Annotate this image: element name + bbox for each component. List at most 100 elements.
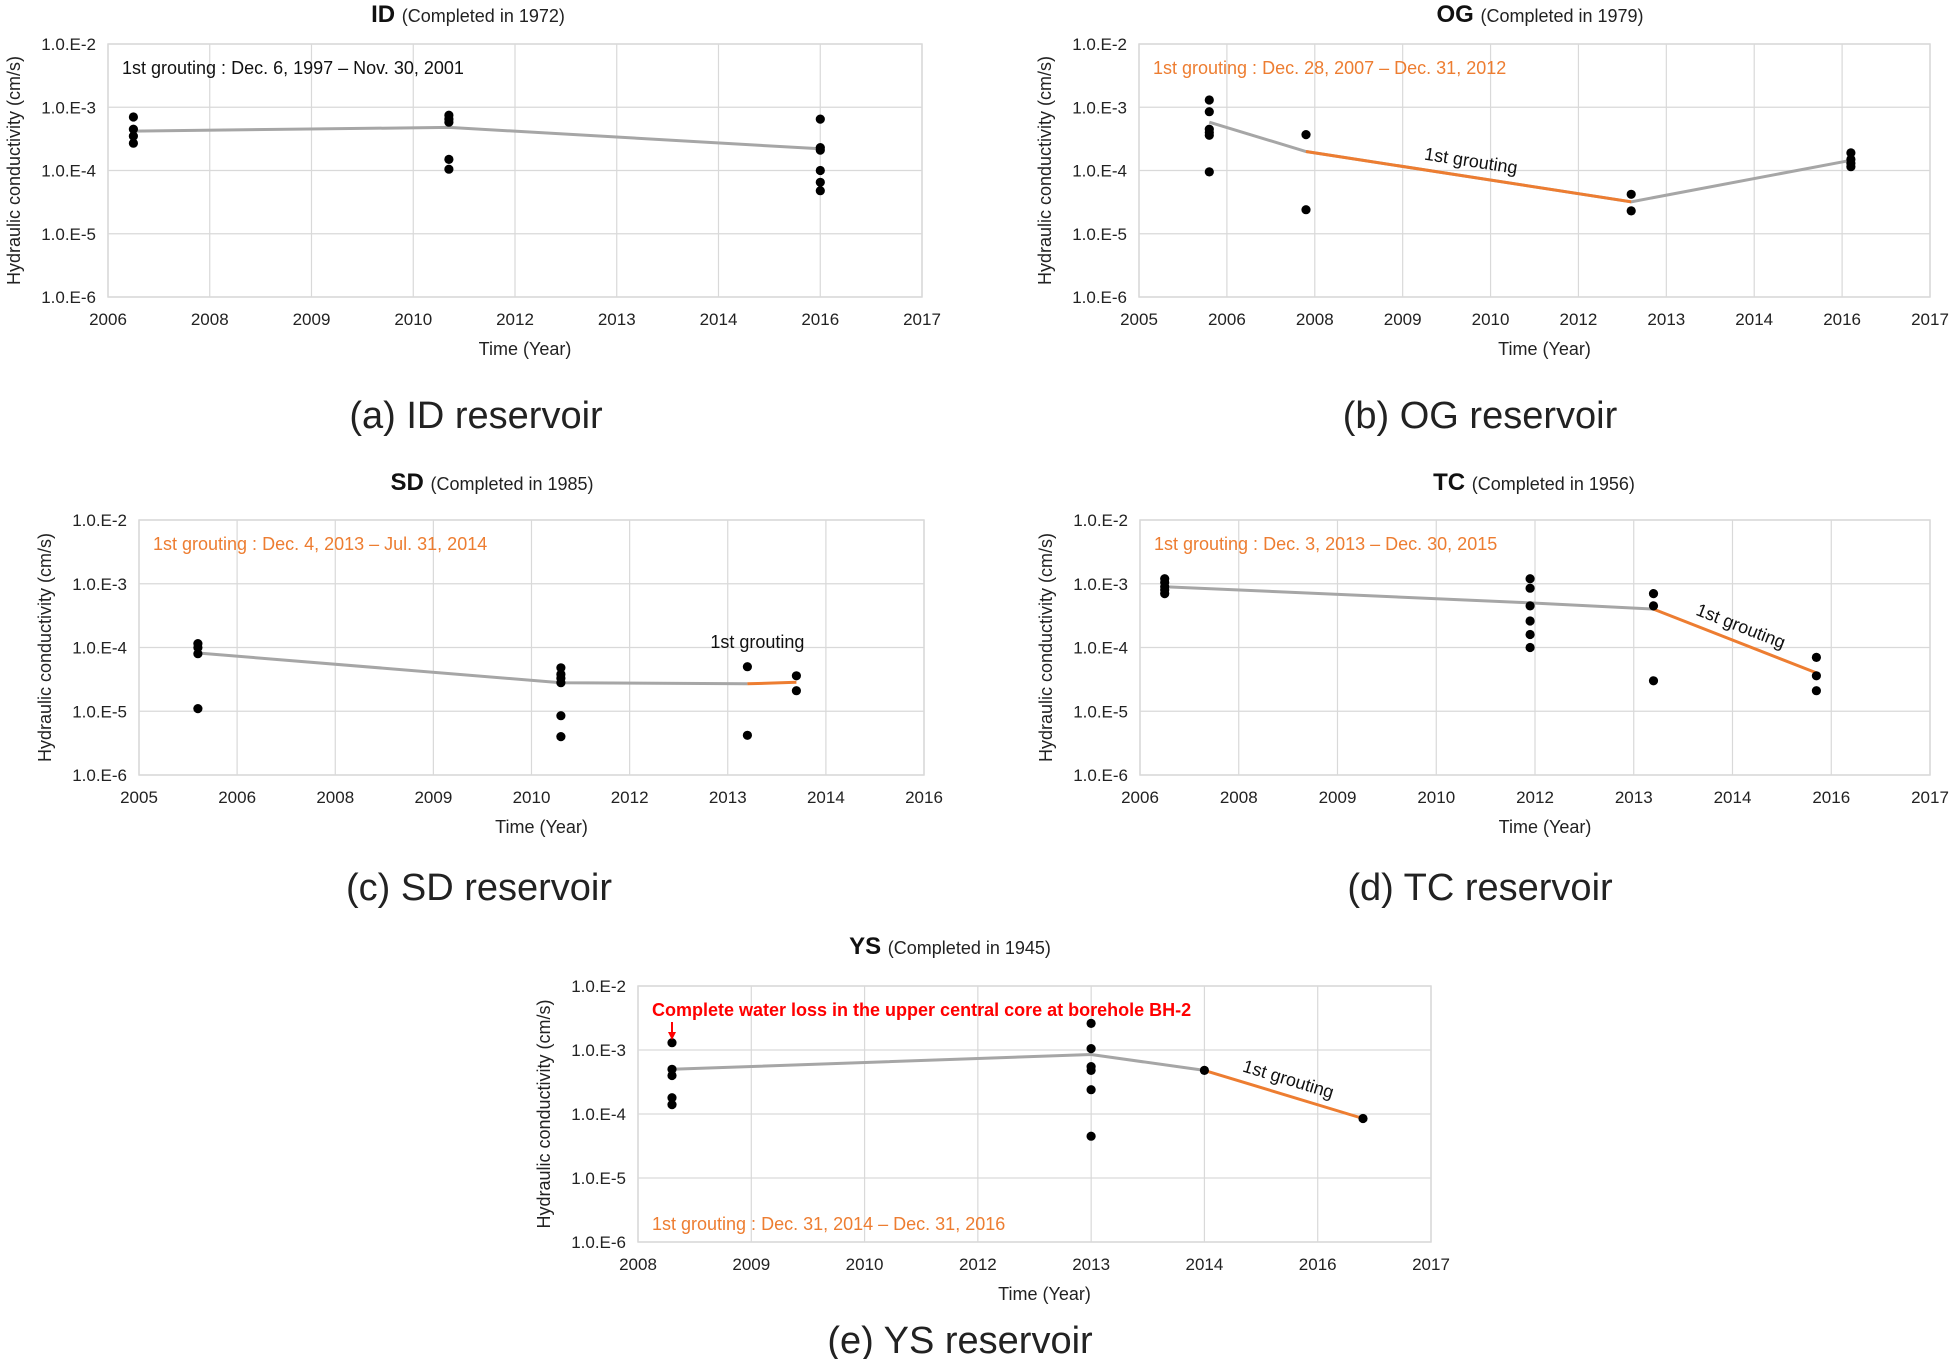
- y-tick-label: 1.0.E-6: [41, 288, 96, 307]
- data-point: [193, 649, 203, 659]
- trend-line: [133, 125, 821, 151]
- x-tick-label: 2013: [598, 310, 636, 329]
- data-point: [1204, 107, 1214, 117]
- data-point: [815, 145, 825, 155]
- annotation-text: 1st grouting : Dec. 28, 2007 – Dec. 31, …: [1153, 58, 1506, 78]
- data-point: [128, 124, 138, 134]
- x-tick-label: 2006: [89, 310, 127, 329]
- data-point: [742, 662, 753, 672]
- panel-caption: (c) SD reservoir: [346, 867, 612, 909]
- x-tick-label: 2005: [1120, 310, 1158, 329]
- data-point: [815, 177, 825, 187]
- y-tick-label: 1.0.E-2: [571, 977, 626, 996]
- data-point: [128, 112, 138, 122]
- y-tick-label: 1.0.E-3: [1072, 98, 1127, 117]
- annotation-text: 1st grouting : Dec. 3, 2013 – Dec. 30, 2…: [1154, 534, 1497, 554]
- data-point: [1086, 1018, 1096, 1028]
- x-tick-label: 2008: [1296, 310, 1334, 329]
- data-point: [815, 186, 825, 196]
- x-tick-label: 2014: [1735, 310, 1773, 329]
- x-tick-label: 2008: [316, 788, 354, 807]
- x-tick-label: 2010: [846, 1255, 884, 1274]
- x-tick-label: 2017: [1412, 1255, 1450, 1274]
- data-point: [1648, 601, 1659, 611]
- panel-caption: (e) YS reservoir: [827, 1320, 1093, 1359]
- x-axis-label: Time (Year): [998, 1284, 1091, 1304]
- chart-title: TC (Completed in 1956): [1433, 469, 1635, 496]
- x-tick-label: 2009: [732, 1255, 770, 1274]
- data-point: [1086, 1131, 1096, 1141]
- chart-panel-sd: 1.0.E-2 1.0.E-3 1.0.E-4 1.0.E-5 1.0.E-6 2005 2…: [35, 469, 943, 909]
- x-tick-label: 2017: [1911, 310, 1949, 329]
- y-tick-label: 1.0.E-5: [41, 225, 96, 244]
- data-point: [444, 117, 454, 127]
- y-tick-label: 1.0.E-3: [1073, 575, 1128, 594]
- data-point: [1525, 574, 1535, 584]
- y-tick-label: 1.0.E-5: [571, 1169, 626, 1188]
- chart-subtitle: (Completed in 1945): [888, 938, 1051, 958]
- x-tick-label: 2012: [959, 1255, 997, 1274]
- data-point: [1525, 642, 1535, 653]
- x-tick-label: 2005: [120, 788, 158, 807]
- x-tick-label: 2013: [1647, 310, 1685, 329]
- x-tick-label: 2010: [1472, 310, 1510, 329]
- chart-subtitle: (Completed in 1956): [1472, 474, 1635, 494]
- grouting-line: [747, 680, 797, 686]
- data-point: [1086, 1065, 1096, 1075]
- y-tick-label: 1.0.E-3: [571, 1041, 626, 1060]
- data-point: [1301, 205, 1311, 215]
- data-point: [667, 1070, 677, 1081]
- x-axis-label: Time (Year): [479, 339, 572, 359]
- x-tick-label: 2017: [903, 310, 941, 329]
- data-point: [1811, 652, 1821, 663]
- y-tick-label: 1.0.E-6: [571, 1233, 626, 1252]
- y-tick-label: 1.0.E-5: [72, 702, 127, 721]
- data-point: [128, 131, 138, 141]
- x-tick-label: 2013: [1615, 788, 1653, 807]
- x-tick-label: 2014: [700, 310, 738, 329]
- data-point: [1648, 676, 1659, 686]
- data-point: [1525, 601, 1535, 611]
- x-tick-label: 2014: [807, 788, 845, 807]
- chart-title-main: TC: [1433, 469, 1472, 496]
- x-tick-label: 2009: [1319, 788, 1357, 807]
- chart-panel-tc: 1.0.E-2 1.0.E-3 1.0.E-4 1.0.E-5 1.0.E-6 2006 2…: [1036, 469, 1949, 909]
- y-tick-label: 1.0.E-3: [72, 575, 127, 594]
- data-point: [128, 138, 138, 148]
- chart-title-main: SD: [390, 469, 430, 496]
- trend-line: [1164, 585, 1654, 611]
- data-point: [1199, 1065, 1209, 1075]
- y-tick-label: 1.0.E-4: [1073, 639, 1128, 658]
- chart-title-main: ID: [371, 1, 402, 28]
- chart-title: YS (Completed in 1945): [849, 933, 1051, 960]
- trend-line: [671, 1052, 1205, 1072]
- x-tick-label: 2008: [191, 310, 229, 329]
- data-point: [1525, 616, 1535, 626]
- chart-panel-ys: 1.0.E-2 1.0.E-3 1.0.E-4 1.0.E-5 1.0.E-6 2008 2…: [534, 933, 1450, 1359]
- data-point: [667, 1093, 677, 1103]
- x-tick-label: 2012: [611, 788, 649, 807]
- y-axis-label: Hydraulic conductivity (cm/s): [35, 533, 55, 762]
- data-point: [556, 663, 566, 673]
- y-tick-label: 1.0.E-4: [41, 162, 96, 181]
- x-tick-label: 2012: [496, 310, 534, 329]
- grouting-line: [1203, 1068, 1364, 1120]
- data-point: [1846, 162, 1856, 172]
- data-point: [1626, 206, 1636, 216]
- warning-arrow-head: [667, 1032, 676, 1040]
- x-tick-label: 2014: [1714, 788, 1752, 807]
- x-tick-label: 2009: [414, 788, 452, 807]
- data-point: [1811, 686, 1821, 696]
- x-tick-label: 2012: [1516, 788, 1554, 807]
- x-tick-label: 2014: [1186, 1255, 1224, 1274]
- data-point: [791, 671, 802, 681]
- y-tick-label: 1.0.E-4: [571, 1105, 626, 1124]
- chart-title: SD (Completed in 1985): [390, 469, 593, 496]
- x-axis-label: Time (Year): [495, 817, 588, 837]
- panel-caption: (b) OG reservoir: [1343, 395, 1618, 437]
- x-tick-label: 2016: [1823, 310, 1861, 329]
- data-point: [1160, 589, 1170, 599]
- y-tick-label: 1.0.E-6: [1072, 288, 1127, 307]
- chart-panel-og: 1.0.E-2 1.0.E-3 1.0.E-4 1.0.E-5 1.0.E-6 2005 2…: [1035, 1, 1949, 437]
